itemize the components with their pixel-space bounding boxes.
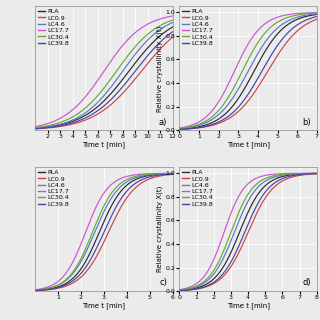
Text: c): c) xyxy=(159,278,167,287)
Legend: PLA, LC0.9, LC4.6, LC17.7, LC30.4, LC39.8: PLA, LC0.9, LC4.6, LC17.7, LC30.4, LC39.… xyxy=(181,8,214,46)
Legend: PLA, LC0.9, LC4.6, LC17.7, LC30.4, LC39.8: PLA, LC0.9, LC4.6, LC17.7, LC30.4, LC39.… xyxy=(37,8,69,46)
X-axis label: Time t [min]: Time t [min] xyxy=(82,141,125,148)
Y-axis label: Relative crystallinity X(t): Relative crystallinity X(t) xyxy=(156,186,163,272)
Text: b): b) xyxy=(303,117,311,126)
X-axis label: Time t [min]: Time t [min] xyxy=(82,302,125,308)
X-axis label: Time t [min]: Time t [min] xyxy=(227,141,270,148)
Text: d): d) xyxy=(303,278,311,287)
Text: a): a) xyxy=(159,117,167,126)
Legend: PLA, LC0.9, LC4.6, LC17.7, LC30.4, LC39.8: PLA, LC0.9, LC4.6, LC17.7, LC30.4, LC39.… xyxy=(37,169,69,207)
Y-axis label: Relative crystallinity X(t): Relative crystallinity X(t) xyxy=(156,25,163,111)
Legend: PLA, LC0.9, LC4.6, LC17.7, LC30.4, LC39.8: PLA, LC0.9, LC4.6, LC17.7, LC30.4, LC39.… xyxy=(181,169,214,207)
X-axis label: Time t [min]: Time t [min] xyxy=(227,302,270,308)
